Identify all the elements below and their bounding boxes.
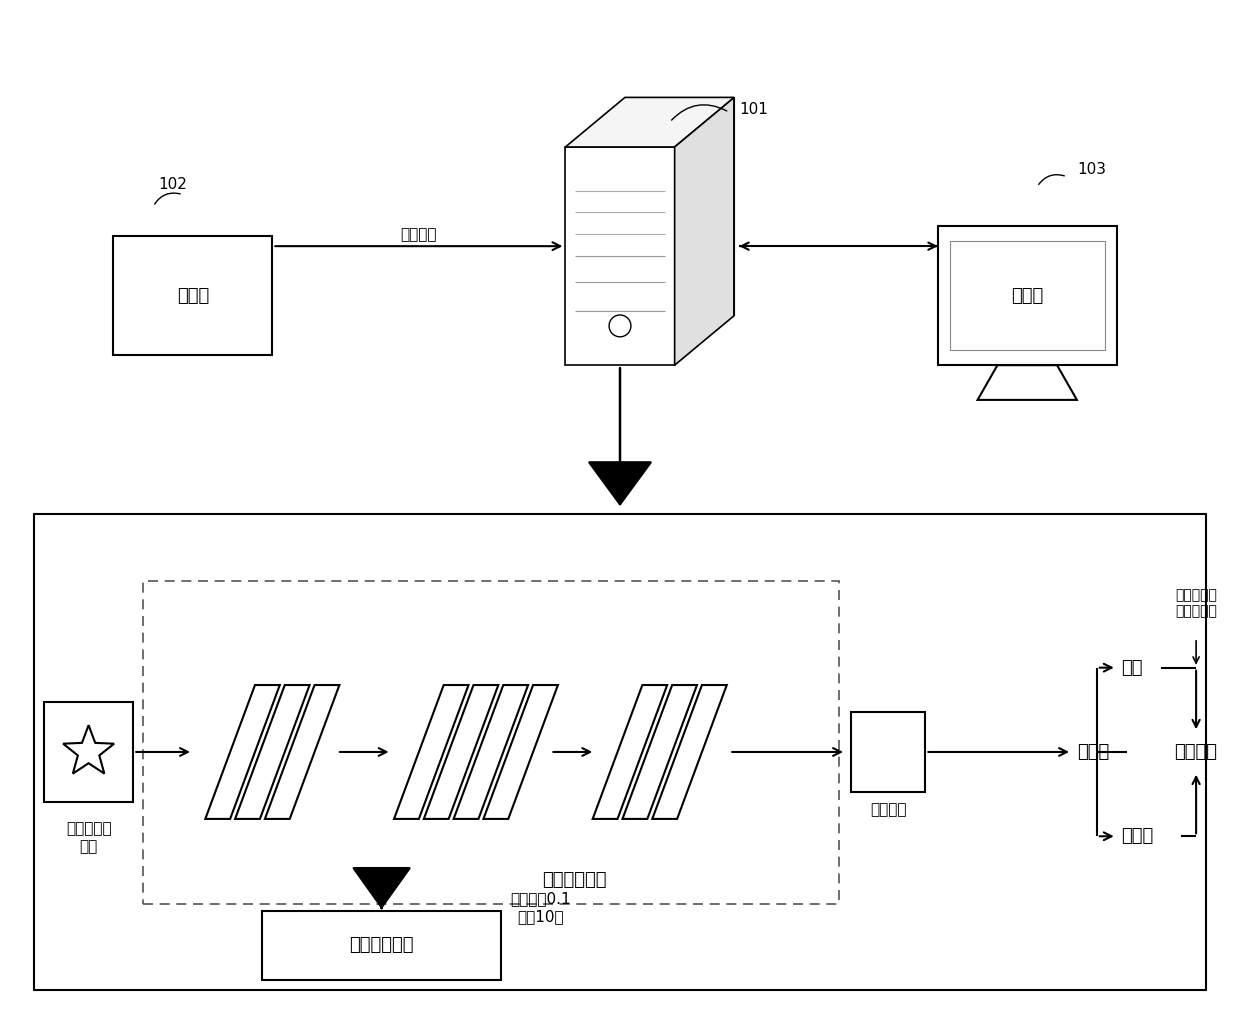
Text: 置信度: 置信度	[1076, 743, 1109, 760]
Bar	[851, 712, 925, 792]
Text: 101: 101	[739, 102, 768, 118]
Text: 待识别标签
数据: 待识别标签 数据	[66, 821, 112, 854]
Bar	[113, 236, 273, 355]
Polygon shape	[593, 685, 667, 819]
Polygon shape	[977, 365, 1076, 400]
Text: 初始网络模型: 初始网络模型	[350, 936, 414, 954]
Polygon shape	[236, 685, 310, 819]
Polygon shape	[424, 685, 498, 819]
Polygon shape	[565, 97, 734, 147]
Bar	[950, 241, 1105, 350]
Polygon shape	[484, 685, 558, 819]
Polygon shape	[206, 685, 280, 819]
Bar	[43, 703, 133, 801]
FancyArrowPatch shape	[155, 193, 180, 204]
Polygon shape	[454, 685, 528, 819]
Polygon shape	[622, 685, 697, 819]
Bar	[144, 581, 838, 904]
Text: 第一识别模型: 第一识别模型	[542, 870, 606, 888]
Text: 不自信: 不自信	[1122, 827, 1154, 846]
Polygon shape	[675, 97, 734, 365]
Text: 医疗影像: 医疗影像	[401, 227, 438, 241]
Text: 扫描仪: 扫描仪	[177, 287, 210, 305]
Polygon shape	[565, 147, 675, 365]
Text: 显示屏: 显示屏	[1011, 287, 1043, 305]
Bar	[937, 226, 1117, 365]
Text: 识别结果: 识别结果	[870, 802, 906, 817]
Circle shape	[609, 315, 631, 337]
Bar	[33, 514, 1207, 990]
FancyArrowPatch shape	[672, 104, 727, 120]
Bar	[263, 911, 501, 981]
Polygon shape	[652, 685, 727, 819]
Polygon shape	[394, 685, 469, 819]
Text: 102: 102	[159, 176, 187, 192]
Text: 噪声数据: 噪声数据	[1174, 743, 1218, 760]
Polygon shape	[265, 685, 340, 819]
Text: 识别结果与
标签不一致: 识别结果与 标签不一致	[1176, 588, 1216, 619]
Text: 自信: 自信	[1122, 659, 1143, 676]
Text: 学习率为0.1
训练10轮: 学习率为0.1 训练10轮	[511, 891, 572, 924]
FancyArrowPatch shape	[1039, 174, 1064, 185]
Text: 103: 103	[1076, 162, 1106, 176]
